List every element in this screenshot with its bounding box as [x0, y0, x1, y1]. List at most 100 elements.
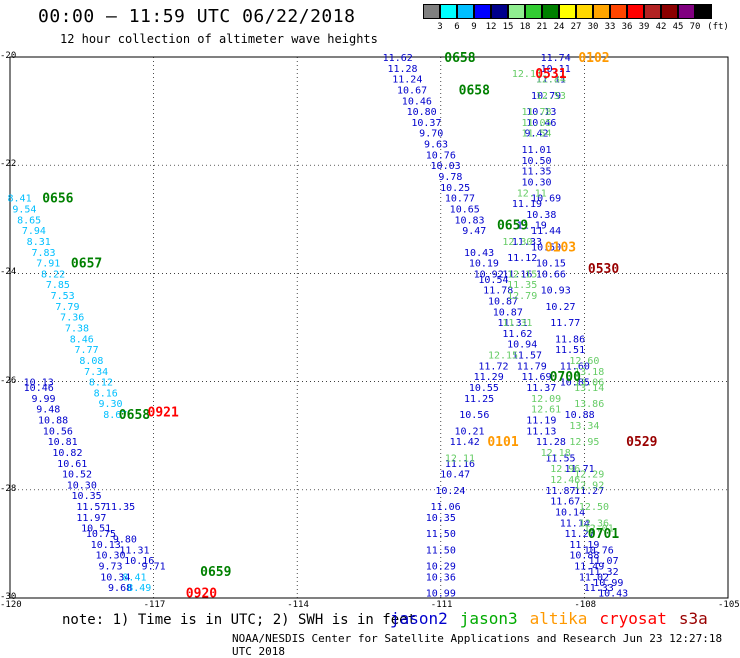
- wave-height-value: 10.11: [541, 64, 571, 75]
- wave-height-value: 10.77: [445, 194, 475, 205]
- wave-height-value: 11.01: [521, 145, 551, 156]
- wave-height-value: 11.19: [569, 540, 599, 551]
- wave-height-value: 12.46: [550, 475, 580, 486]
- wave-height-value: 11.62: [383, 53, 413, 64]
- wave-height-value: 10.46: [402, 96, 432, 107]
- wave-height-value: 11.50: [426, 545, 456, 556]
- pass-time-label: 0102: [578, 51, 609, 66]
- wave-height-value: 11.87: [545, 486, 575, 497]
- scale-tick-label: 9: [471, 22, 477, 32]
- wave-height-value: 10.19: [469, 259, 499, 270]
- wave-height-value: 10.81: [48, 437, 78, 448]
- wave-height-value: 10.87: [493, 307, 523, 318]
- page-title: 00:00 – 11:59 UTC 06/22/2018: [38, 6, 356, 27]
- wave-height-value: 12.84: [536, 75, 566, 86]
- latitude-tick-label: -30: [0, 592, 17, 602]
- scale-tick-label: 30: [587, 22, 599, 32]
- wave-height-value: 10.52: [62, 470, 92, 481]
- scale-swatch: [474, 4, 491, 19]
- wave-height-value: 9.68: [108, 583, 132, 594]
- wave-height-value: 10.36: [426, 572, 456, 583]
- wave-height-value: 11.06: [431, 502, 461, 513]
- pass-time-label: 0921: [148, 405, 179, 420]
- wave-height-value: 8.46: [70, 334, 94, 345]
- wave-height-value: 11.55: [545, 453, 575, 464]
- wave-height-value: 11.16: [502, 269, 532, 280]
- wave-height-value: 11.31: [498, 318, 528, 329]
- wave-height-value: 11.49: [574, 562, 604, 573]
- wave-height-value: 8.22: [41, 269, 65, 280]
- wave-height-value: 10.43: [598, 589, 628, 600]
- wave-height-value: 11.72: [478, 361, 508, 372]
- wave-height-value: 8.49: [127, 583, 151, 594]
- wave-height-value: 10.27: [545, 302, 575, 313]
- scale-tick-label: 42: [655, 22, 667, 32]
- wave-height-value: 10.93: [541, 286, 571, 297]
- pass-time-label: 0529: [626, 435, 657, 450]
- wave-height-value: 11.60: [560, 361, 590, 372]
- wave-height-value: 10.38: [526, 210, 556, 221]
- wave-height-value: 12.15: [488, 351, 518, 362]
- scale-swatch: [627, 4, 644, 19]
- wave-height-value: 10.88: [38, 415, 68, 426]
- pass-time-label: 0531: [535, 67, 566, 82]
- wave-height-value: 10.13: [24, 378, 54, 389]
- scale-tick-label: 33: [604, 22, 616, 32]
- wave-height-value: 10.37: [411, 118, 441, 129]
- wave-height-value: 8.12: [89, 378, 113, 389]
- wave-height-value: 9.99: [31, 394, 55, 405]
- wave-height-value: 7.79: [55, 302, 79, 313]
- wave-height-value: 12.29: [574, 470, 604, 481]
- latitude-tick-label: -24: [0, 267, 17, 278]
- wave-height-value: 11.33: [584, 583, 614, 594]
- wave-height-value: 11.16: [445, 459, 475, 470]
- scale-tick-label: 27: [570, 22, 582, 32]
- wave-height-value: 10.35: [426, 513, 456, 524]
- longitude-tick-label: -114: [287, 600, 309, 610]
- wave-height-value: 7.34: [84, 367, 108, 378]
- wave-height-value: 10.56: [459, 410, 489, 421]
- scale-swatch: [593, 4, 610, 19]
- satellite-legend: jason2 jason3 altika cryosat s3a: [390, 609, 720, 628]
- wave-height-value: 11.86: [555, 334, 585, 345]
- scale-tick-label: 70: [689, 22, 701, 32]
- wave-height-value: 11.07: [588, 556, 618, 567]
- wave-height-value: 10.25: [440, 183, 470, 194]
- wave-height-value: 12.01: [584, 524, 614, 535]
- wave-height-value: 10.30: [521, 177, 551, 188]
- latitude-tick-label: -20: [0, 51, 17, 61]
- wave-height-value: 11.19: [526, 415, 556, 426]
- scale-swatch: [559, 4, 576, 19]
- scale-swatch: [661, 4, 678, 19]
- wave-height-value: 10.88: [569, 551, 599, 562]
- scale-swatch: [695, 4, 712, 19]
- track-jason2-west: 10.1310.469.999.4810.8810.5610.8110.8210…: [24, 378, 132, 595]
- wave-height-value: 10.30: [67, 480, 97, 491]
- wave-height-value: 11.02: [579, 572, 609, 583]
- scale-tick-label: 15: [502, 22, 514, 32]
- scale-swatch: [457, 4, 474, 19]
- map-frame: [9, 56, 729, 599]
- longitude-tick-label: -117: [143, 600, 166, 610]
- scale-swatch: [678, 4, 695, 19]
- wave-height-value: 11.62: [502, 329, 532, 340]
- wave-height-value: 11.29: [474, 372, 504, 383]
- wave-height-value: 9.54: [12, 204, 36, 215]
- scale-tick-label: 3: [437, 22, 443, 32]
- legend-satellite-s3a: s3a: [678, 609, 708, 628]
- wave-height-value: 10.14: [555, 507, 585, 518]
- scale-tick-label: 21: [536, 22, 548, 32]
- wave-height-value: 11.50: [426, 529, 456, 540]
- wave-height-value: 10.92: [474, 269, 504, 280]
- wave-height-value: 10.76: [426, 150, 456, 161]
- wave-height-value: 11.28: [536, 437, 566, 448]
- scale-swatch: [610, 4, 627, 19]
- scale-swatch: [644, 4, 661, 19]
- wave-height-value: 12.11: [512, 69, 542, 80]
- wave-height-value: 13.86: [574, 399, 604, 410]
- wave-height-value: 10.99: [426, 589, 456, 600]
- wave-height-value: 10.50: [531, 242, 561, 253]
- wave-height-value: 8.67: [103, 410, 127, 421]
- wave-height-value: 10.51: [81, 524, 111, 535]
- wave-height-value: 11.28: [387, 64, 417, 75]
